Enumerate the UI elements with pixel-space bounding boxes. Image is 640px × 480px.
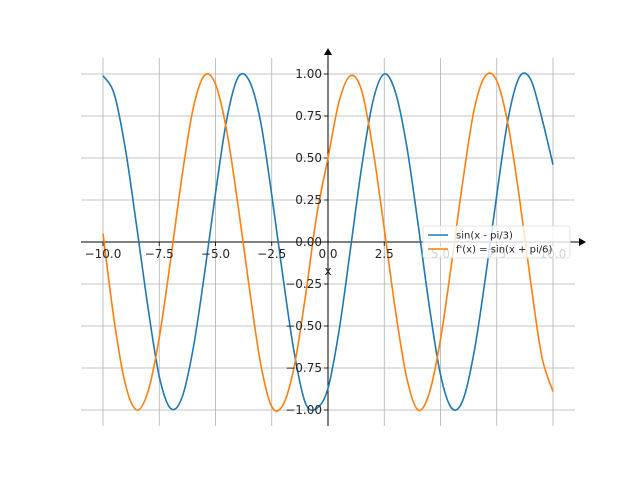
series-line-1 — [102, 72, 554, 412]
series-line-2 — [102, 72, 554, 412]
y-tick-label: −1.00 — [285, 403, 322, 417]
y-tick-label: 0.75 — [295, 109, 322, 123]
legend-box — [422, 225, 571, 259]
y-tick-label: 0.25 — [295, 193, 322, 207]
legend-label: sin(x - pi/3) — [456, 231, 513, 242]
y-tick-label: −0.75 — [285, 361, 322, 375]
x-tick-label: 2.5 — [375, 247, 394, 261]
series-lines — [102, 72, 554, 412]
x-tick-label: −5.0 — [201, 247, 230, 261]
x-axis-label: x — [324, 264, 331, 278]
x-axis-arrow-icon — [579, 238, 586, 246]
legend: sin(x - pi/3) f'(x) = sin(x + pi/6) — [422, 225, 571, 259]
y-tick-label: −0.50 — [285, 319, 322, 333]
y-tick-label: 0.50 — [295, 151, 322, 165]
x-tick-label: 0.0 — [318, 247, 337, 261]
x-tick-label: −10.0 — [85, 247, 122, 261]
x-tick-label: −2.5 — [257, 247, 286, 261]
y-tick-label: 0.00 — [295, 235, 322, 249]
y-tick-label: −0.25 — [285, 277, 322, 291]
y-axis-arrow-icon — [324, 48, 332, 55]
legend-label: f'(x) = sin(x + pi/6) — [456, 245, 552, 256]
y-tick-label: 1.00 — [295, 67, 322, 81]
x-tick-label: −7.5 — [145, 247, 174, 261]
